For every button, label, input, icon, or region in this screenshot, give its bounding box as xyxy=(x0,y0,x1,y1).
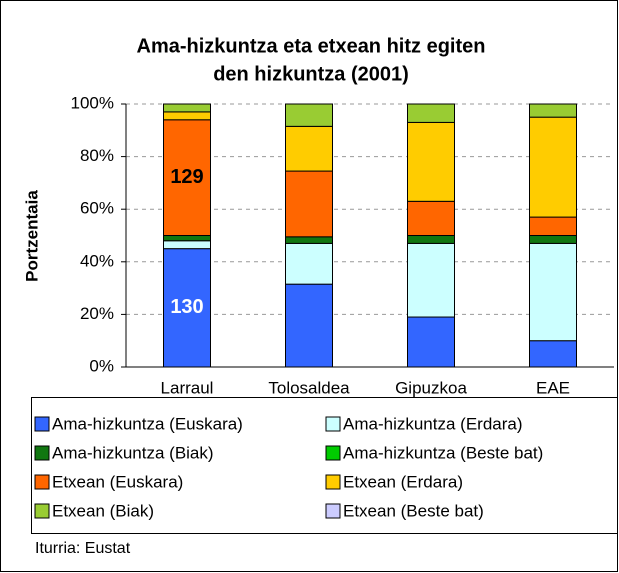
legend-label: Etxean (Beste bat) xyxy=(343,501,484,520)
data-label: 130 xyxy=(170,296,203,318)
bar-segment xyxy=(407,103,455,123)
legend-swatch xyxy=(34,474,50,490)
bar-segment xyxy=(529,242,577,342)
bar-segment xyxy=(163,111,211,121)
legend-swatch xyxy=(34,445,50,461)
x-tick-label: Tolosaldea xyxy=(268,378,350,397)
legend-label: Ama-hizkuntza (Beste bat) xyxy=(343,443,543,462)
bar-segment xyxy=(407,316,455,368)
bar-segment xyxy=(285,170,333,238)
y-axis-label: Portzentaia xyxy=(22,190,41,282)
source: Iturria: Eustat xyxy=(35,540,131,557)
bar-segment xyxy=(407,242,455,318)
y-tick-label: 20% xyxy=(80,304,114,323)
bar-segment xyxy=(285,242,333,285)
x-tick-label: Gipuzkoa xyxy=(395,378,467,397)
legend-swatch xyxy=(34,503,50,519)
legend-label: Ama-hizkuntza (Erdara) xyxy=(343,414,523,433)
legend-swatch xyxy=(34,416,50,432)
bar-segment xyxy=(407,121,455,202)
bar-segment xyxy=(163,103,211,113)
bar-segment xyxy=(529,235,577,244)
y-tick-label: 80% xyxy=(80,146,114,165)
data-label: 129 xyxy=(170,166,203,188)
legend-swatch xyxy=(325,474,341,490)
legend-swatch xyxy=(325,503,341,519)
bar-segment xyxy=(529,116,577,218)
bar-segment xyxy=(163,240,211,250)
bar-segment xyxy=(163,119,211,236)
legend-label: Etxean (Erdara) xyxy=(343,472,463,491)
bar-segment xyxy=(163,248,211,368)
bar-segment xyxy=(407,200,455,236)
y-tick-label: 60% xyxy=(80,199,114,218)
chart-title: den hizkuntza (2001) xyxy=(213,63,409,85)
legend-swatch xyxy=(325,416,341,432)
legend-label: Etxean (Euskara) xyxy=(52,472,183,491)
bar-segment xyxy=(163,235,211,242)
legend-label: Ama-hizkuntza (Biak) xyxy=(52,443,214,462)
legend-label: Ama-hizkuntza (Euskara) xyxy=(52,414,243,433)
x-tick-label: EAE xyxy=(536,378,570,397)
bar-segment xyxy=(285,236,333,244)
bar-segment xyxy=(529,216,577,236)
legend-swatch xyxy=(325,445,341,461)
chart-title: Ama-hizkuntza eta etxean hitz egiten xyxy=(137,35,486,57)
bar-segment xyxy=(285,125,333,172)
y-tick-label: 100% xyxy=(71,93,114,112)
bar-segment xyxy=(285,103,333,127)
legend-label: Etxean (Biak) xyxy=(52,501,154,520)
bar-segment xyxy=(285,283,333,368)
bar-segment xyxy=(407,235,455,244)
y-tick-label: 0% xyxy=(89,356,114,375)
y-tick-label: 40% xyxy=(80,251,114,270)
x-tick-label: Larraul xyxy=(161,378,214,397)
legend xyxy=(31,397,618,534)
bar-segment xyxy=(529,103,577,118)
bar-segment xyxy=(529,340,577,368)
